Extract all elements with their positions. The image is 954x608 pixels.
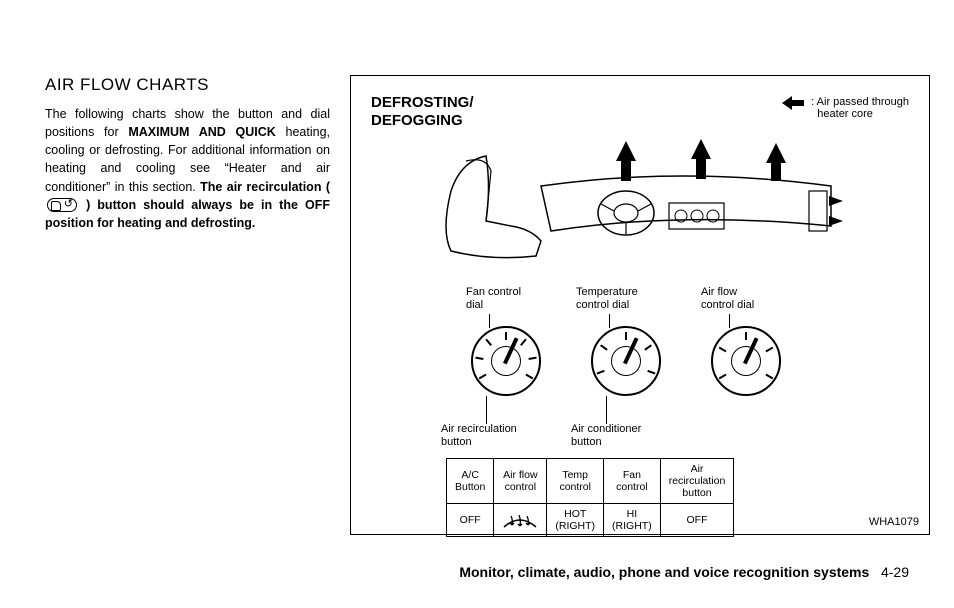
legend-text: heater core xyxy=(817,108,873,120)
legend-text: : Air passed through xyxy=(811,96,909,108)
legend: : Air passed through heater core xyxy=(782,96,909,120)
title-line: DEFOGGING xyxy=(371,112,463,129)
th-fan: Fan control xyxy=(604,459,661,504)
td-recirc: OFF xyxy=(660,504,734,537)
td-ac: OFF xyxy=(447,504,494,537)
leader-line xyxy=(489,314,490,328)
label-text: Air recirculation button xyxy=(441,423,517,448)
dial-label-airflow: Air flow control dial xyxy=(701,286,754,312)
fan-dial-icon xyxy=(471,326,541,396)
th-airflow: Air flow control xyxy=(494,459,547,504)
td-temp: HOT (RIGHT) xyxy=(547,504,604,537)
title-line: DEFROSTING/ xyxy=(371,94,474,111)
figure-code: WHA1079 xyxy=(869,516,919,528)
airflow-dial-icon xyxy=(711,326,781,396)
text-column: AIR FLOW CHARTS The following charts sho… xyxy=(45,75,330,535)
dial-label-fan: Fan control dial xyxy=(466,286,521,312)
diagram-title: DEFROSTING/ DEFOGGING xyxy=(371,94,474,130)
sub-label-ac: Air conditioner button xyxy=(571,423,641,449)
section-paragraph: The following charts show the button and… xyxy=(45,105,330,232)
temp-dial-icon xyxy=(591,326,661,396)
section-heading: AIR FLOW CHARTS xyxy=(45,75,330,95)
para-bold: The air recirculation ( xyxy=(200,180,330,194)
th-ac: A/C Button xyxy=(447,459,494,504)
sub-label-recirc: Air recirculation button xyxy=(441,423,517,449)
diagram-column: DEFROSTING/ DEFOGGING : Air passed throu… xyxy=(350,75,930,535)
page-content: AIR FLOW CHARTS The following charts sho… xyxy=(45,75,909,535)
td-fan: HI (RIGHT) xyxy=(604,504,661,537)
table-row: OFF HOT (RIGHT) HI (RIGHT) xyxy=(447,504,734,537)
th-recirc: Air recirculation button xyxy=(660,459,734,504)
leader-line xyxy=(606,396,607,424)
label-text: Air flow control dial xyxy=(701,286,754,311)
leader-line xyxy=(609,314,610,328)
label-text: Fan control dial xyxy=(466,286,521,311)
para-bold: MAXIMUM AND QUICK xyxy=(128,125,275,139)
td-airflow xyxy=(494,504,547,537)
page-footer: Monitor, climate, audio, phone and voice… xyxy=(459,564,909,580)
leader-line xyxy=(486,396,487,424)
leader-line xyxy=(729,314,730,328)
label-text: Air conditioner button xyxy=(571,423,641,448)
dial-label-temp: Temperature control dial xyxy=(576,286,638,312)
diagram-box: DEFROSTING/ DEFOGGING : Air passed throu… xyxy=(350,75,930,535)
para-bold: ) button should always be in the OFF pos… xyxy=(45,198,330,230)
label-text: Temperature control dial xyxy=(576,286,638,311)
recirculation-icon xyxy=(47,198,77,212)
dashboard-sketch xyxy=(431,131,851,271)
settings-table: A/C Button Air flow control Temp control… xyxy=(446,458,734,537)
table-row: A/C Button Air flow control Temp control… xyxy=(447,459,734,504)
footer-section: Monitor, climate, audio, phone and voice… xyxy=(459,564,869,580)
legend-arrow-icon xyxy=(782,96,804,110)
defrost-icon xyxy=(502,509,538,532)
footer-page: 4-29 xyxy=(881,564,909,580)
th-temp: Temp control xyxy=(547,459,604,504)
